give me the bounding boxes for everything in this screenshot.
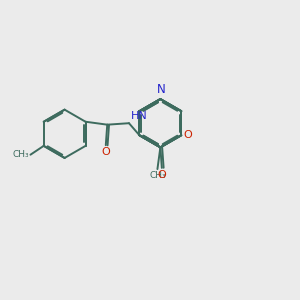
Text: O: O: [158, 170, 166, 180]
Text: HN: HN: [130, 111, 147, 121]
Text: N: N: [157, 83, 165, 96]
Text: O: O: [101, 147, 110, 157]
Text: O: O: [184, 130, 192, 140]
Text: CH₃: CH₃: [12, 150, 29, 159]
Text: CH₃: CH₃: [149, 171, 166, 180]
